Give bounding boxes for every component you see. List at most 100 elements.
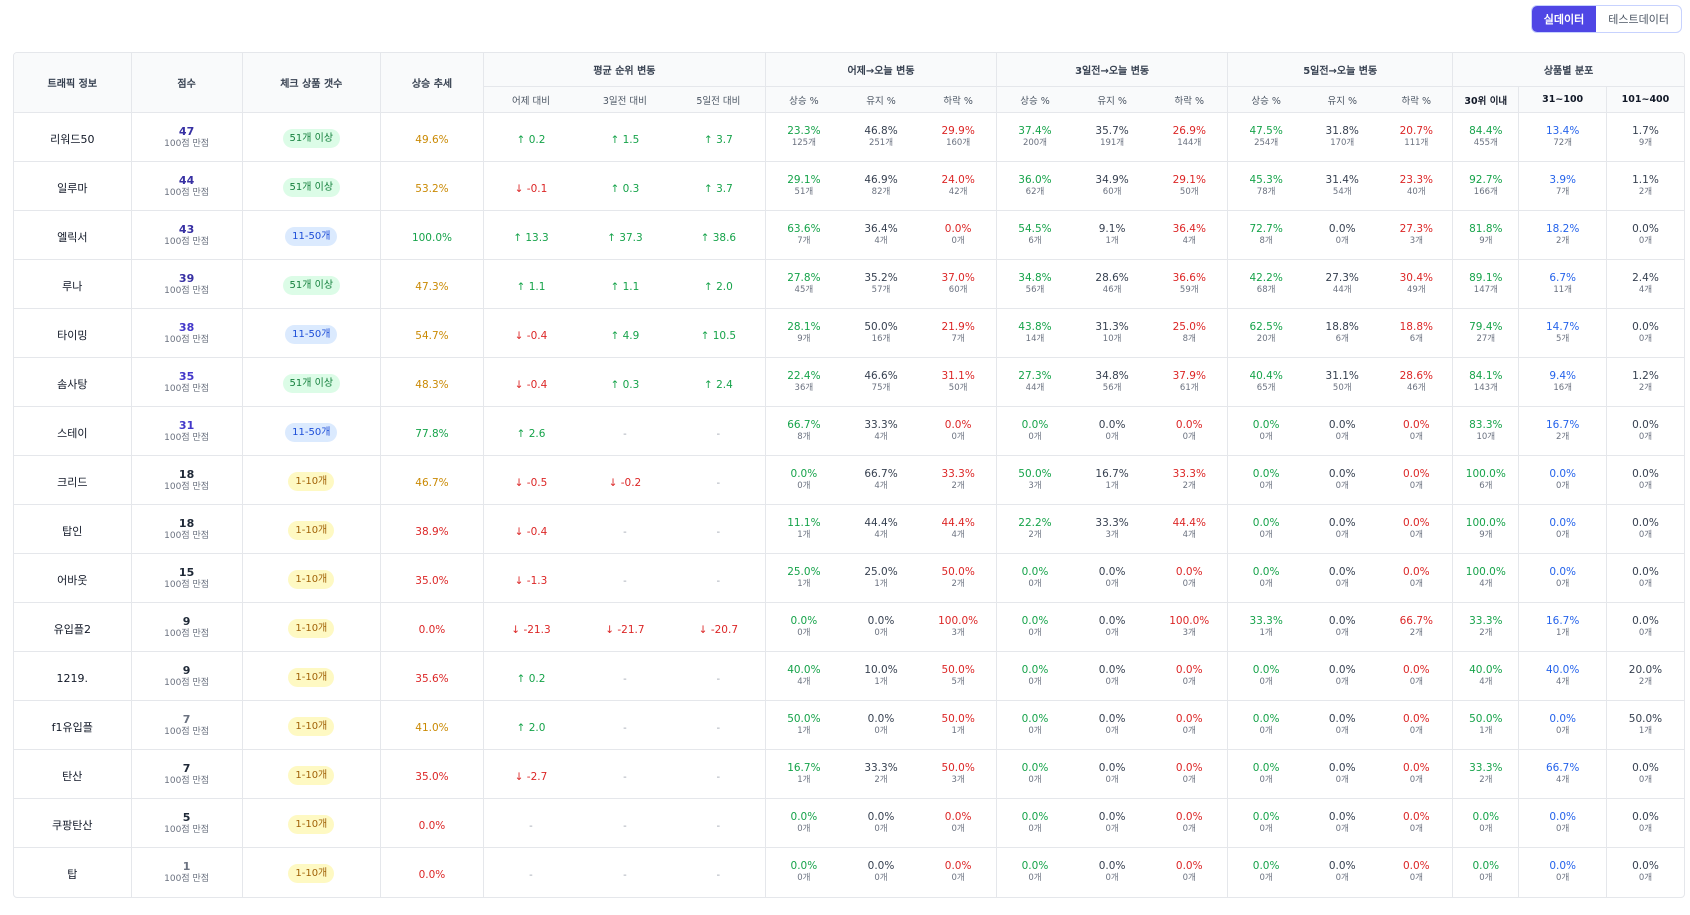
g1-up-count: 0개 — [797, 628, 811, 638]
g3-down: 18.8% 6개 — [1380, 309, 1452, 358]
rank-change-cell: ↑ 4.9 — [578, 309, 672, 358]
dist-31-100-percent: 16.7% — [1545, 419, 1580, 431]
subheader-g3-up: 상승 % — [1227, 86, 1305, 113]
g2-up-count: 2개 — [1028, 530, 1042, 540]
dist-31-100: 3.9% 7개 — [1518, 161, 1607, 211]
g3-down-count: 0개 — [1409, 432, 1423, 442]
dist-top30-percent: 81.8% — [1469, 223, 1503, 235]
trend-value: 0.0% — [418, 819, 446, 832]
g1-keep-percent: 0.0% — [867, 615, 895, 627]
g3-down-percent: 66.7% — [1399, 615, 1433, 627]
g1-up-percent: 16.7% — [787, 762, 821, 774]
g3-keep-percent: 0.0% — [1328, 713, 1356, 725]
g1-up-count: 1개 — [797, 530, 811, 540]
data-source-toggle[interactable]: 실데이터 테스트데이터 — [1530, 5, 1682, 33]
g3-up: 0.0% 0개 — [1227, 553, 1305, 603]
dist-top30-percent: 84.4% — [1469, 125, 1503, 137]
g2-keep: 35.7% 191개 — [1073, 113, 1151, 162]
dist-31-100-count: 16개 — [1553, 383, 1572, 393]
check-count-cell: 1-10개 — [241, 651, 381, 701]
g2-up-count: 200개 — [1022, 138, 1047, 148]
score-suffix: 100점 만점 — [164, 187, 210, 198]
table-row[interactable]: 엘릭서 43 100점 만점 11-50개 100.0% ↑ 13.3 ↑ 37.3 ↑ … — [14, 210, 1684, 260]
dist-31-100-percent: 0.0% — [1549, 566, 1577, 578]
table-row[interactable]: 스테이 31 100점 만점 11-50개 77.8% ↑ 2.6 - - 66.7% 8… — [14, 406, 1684, 456]
rank-change-number: 3.7 — [716, 133, 733, 146]
g1-down-count: 3개 — [951, 628, 965, 638]
rank-change-number: 3.7 — [716, 182, 733, 195]
g3-up-count: 0개 — [1259, 824, 1273, 834]
trend-cell: 46.7% — [380, 455, 484, 505]
dist-101-400-count: 2개 — [1638, 187, 1653, 197]
g3-up-percent: 0.0% — [1252, 566, 1280, 578]
table-row[interactable]: 루나 39 100점 만점 51개 이상 47.3% ↑ 1.1 ↑ 1.1 ↑ 2.0 … — [14, 259, 1684, 309]
trend-value: 35.0% — [415, 770, 449, 783]
test-data-button[interactable]: 테스트데이터 — [1608, 13, 1669, 26]
table-row[interactable]: 타이밍 38 100점 만점 11-50개 54.7% ↓ -0.4 ↑ 4.9 ↑ 10… — [14, 308, 1684, 358]
g2-keep-count: 56개 — [1102, 383, 1122, 393]
g3-down: 0.0% 0개 — [1380, 407, 1452, 456]
g3-up-count: 254개 — [1254, 138, 1279, 148]
rank-change-value: ↑ 0.3 — [610, 379, 639, 391]
g3-keep-count: 0개 — [1335, 530, 1349, 540]
g2-down-percent: 29.1% — [1172, 174, 1206, 186]
g2-keep-count: 1개 — [1105, 481, 1119, 491]
table-row[interactable]: 리워드50 47 100점 만점 51개 이상 49.6% ↑ 0.2 ↑ 1.5 ↑ 3… — [14, 112, 1684, 162]
table-row[interactable]: 1219. 9 100점 만점 1-10개 35.6% ↑ 0.2 - - 40.0% 4… — [14, 651, 1684, 701]
trend-value: 38.9% — [415, 525, 449, 538]
g1-down-count: 160개 — [946, 138, 971, 148]
table-row[interactable]: 탄산 7 100점 만점 1-10개 35.0% ↓ -2.7- - 16.7% 1개 … — [14, 749, 1684, 799]
g3-down-count: 49개 — [1406, 285, 1426, 295]
score-suffix: 100점 만점 — [164, 726, 210, 737]
rank-change-cell: ↓ -0.2 — [578, 456, 672, 505]
score-suffix: 100점 만점 — [164, 775, 210, 786]
table-row[interactable]: 솜사탕 35 100점 만점 51개 이상 48.3% ↓ -0.4 ↑ 0.3 ↑ 2.… — [14, 357, 1684, 407]
dist-101-400-percent: 1.2% — [1632, 370, 1659, 382]
g2-down: 44.4% 4개 — [1151, 505, 1227, 554]
dist-31-100-percent: 0.0% — [1549, 517, 1577, 529]
table-row[interactable]: 크리드 18 100점 만점 1-10개 46.7% ↓ -0.5 ↓ -0.2- 0.… — [14, 455, 1684, 505]
g2-keep-percent: 34.9% — [1095, 174, 1129, 186]
dist-31-100: 14.7% 5개 — [1518, 308, 1607, 358]
g1-keep: 25.0% 1개 — [842, 554, 920, 603]
dist-top30-count: 2개 — [1479, 628, 1493, 638]
dist-31-100: 16.7% 2개 — [1518, 406, 1607, 456]
g1-keep: 33.3% 4개 — [842, 407, 920, 456]
rank-change-number: 2.4 — [716, 378, 733, 391]
table-row[interactable]: 어바웃 15 100점 만점 1-10개 35.0% ↓ -1.3 - - 25.0% 1… — [14, 553, 1684, 603]
table-row[interactable]: 유입플2 9 100점 만점 1-10개 0.0% ↓ -21.3 ↓ -21.7 ↓ -… — [14, 602, 1684, 652]
dist-top30-percent: 40.0% — [1469, 664, 1503, 676]
g1-down-percent: 44.4% — [941, 517, 975, 529]
g1-up: 63.6% 7개 — [764, 210, 842, 260]
table-row[interactable]: 일루마 44 100점 만점 51개 이상 53.2% ↓ -0.1 ↑ 0.3 ↑ 3.… — [14, 161, 1684, 211]
table-row[interactable]: 쿠팡탄산 5 100점 만점 1-10개 0.0% - - - 0.0% 0개 0.0% … — [14, 798, 1684, 848]
g1-down-percent: 31.1% — [941, 370, 975, 382]
g2-keep-count: 0개 — [1105, 677, 1119, 687]
check-count-cell: 11-50개 — [241, 210, 381, 260]
header-avg-rank-change: 평균 순위 변동 — [482, 53, 766, 87]
rank-change-cell: ↑ 37.3 — [578, 211, 672, 260]
table-row[interactable]: 탑인 18 100점 만점 1-10개 38.9% ↓ -0.4 - - 11.1% 1개… — [14, 504, 1684, 554]
dist-top30: 100.0% 6개 — [1452, 455, 1519, 505]
g3-down-count: 40개 — [1406, 187, 1426, 197]
table-row[interactable]: 탑 1 100점 만점 1-10개 0.0% - - - 0.0% 0개 0.0% 0개 … — [14, 847, 1684, 897]
g2-down: 25.0% 8개 — [1151, 309, 1227, 358]
dist-31-100-percent: 0.0% — [1549, 860, 1577, 873]
g2-up-count: 0개 — [1028, 775, 1042, 785]
g2-down-count: 8개 — [1182, 334, 1196, 344]
g2-up: 36.0% 62개 — [996, 161, 1073, 211]
g1-down-count: 60개 — [948, 285, 968, 295]
rank-change-empty: - — [529, 820, 533, 832]
real-data-button[interactable]: 실데이터 — [1531, 6, 1597, 32]
g3-down-count: 0개 — [1409, 677, 1423, 687]
g2-keep-percent: 35.7% — [1095, 125, 1129, 137]
rank-change-value: ↑ 3.7 — [704, 134, 733, 146]
trend-value: 46.7% — [415, 476, 449, 489]
check-count-cell: 51개 이상 — [241, 161, 381, 211]
g1-keep-percent: 46.8% — [864, 125, 898, 137]
g2-down-percent: 0.0% — [1175, 664, 1203, 676]
rank-change-number: -1.3 — [526, 574, 548, 587]
dist-top30-percent: 0.0% — [1472, 811, 1500, 823]
table-row[interactable]: f1유입플 7 100점 만점 1-10개 41.0% ↑ 2.0 - - 50.0% 1… — [14, 700, 1684, 750]
g2-up: 0.0% 0개 — [996, 749, 1073, 799]
